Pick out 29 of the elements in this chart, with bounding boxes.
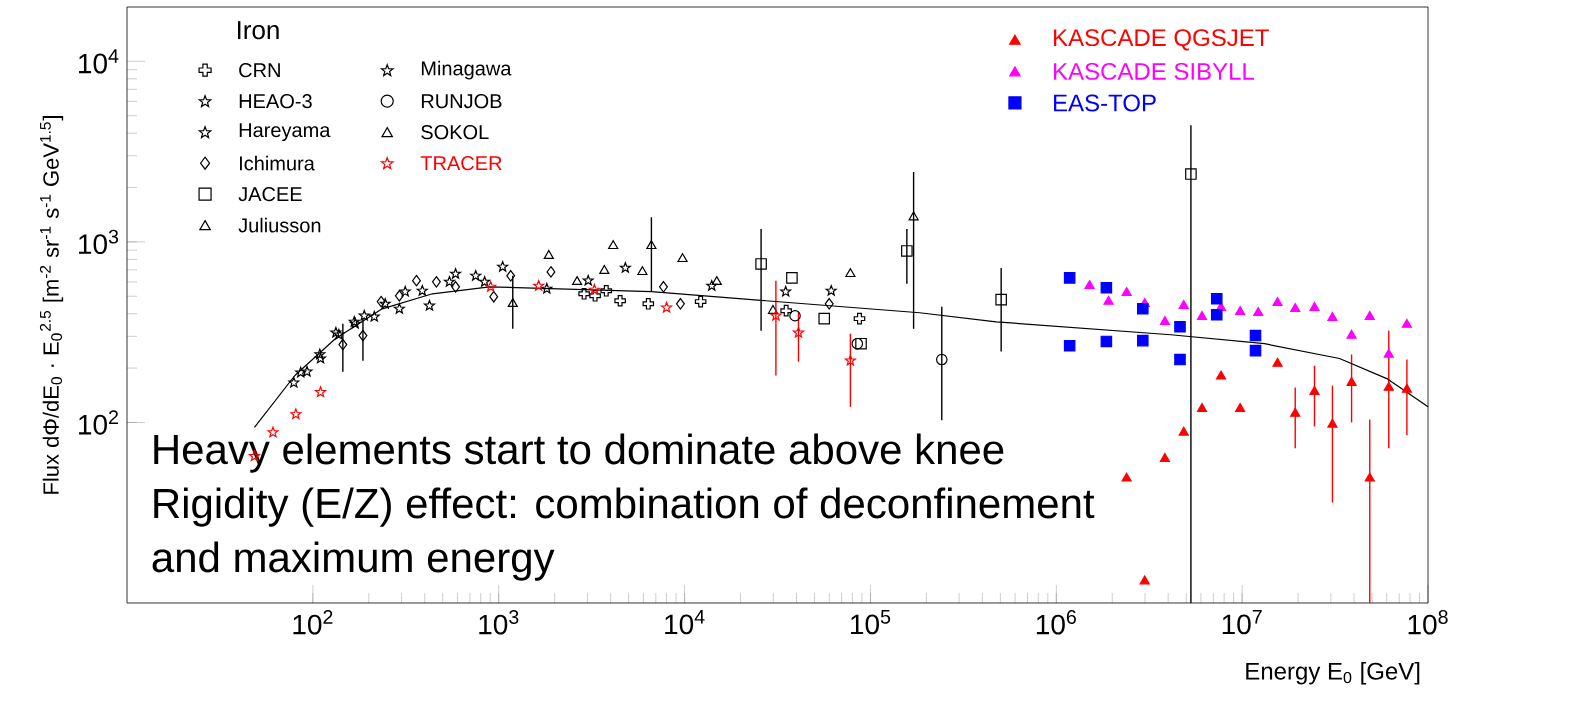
legend-label: Ichimura	[240, 155, 315, 171]
x-tick-label: 10$^{5}$	[851, 610, 891, 635]
y-tick-label: 10$^{3}$	[79, 229, 119, 255]
annotation: and maximum energy	[152, 541, 555, 581]
legend-label: Minagawa	[421, 60, 512, 80]
legend-label: KASCADE SIBYLL	[1054, 62, 1254, 80]
text: Flux dΦ/dE$_{0}$ · E$_{0}$$^{2.5}$ [m$^{-2}$ sr$^{-1}$ s$^{-1}$ GeV$^{1.5}$]	[39, 116, 64, 494]
y-tick-label: 10$^{2}$	[79, 410, 118, 435]
legend-label: TRACER	[420, 156, 502, 171]
x-tick-label: 10$^{8}$	[1408, 610, 1448, 635]
annotation: Rigidity (E/Z) effect: combination of deconfinement	[154, 487, 1095, 527]
legend-label: CRN	[239, 63, 280, 78]
legend-label: Juliusson	[238, 217, 321, 233]
legend-label: SOKOL	[421, 125, 489, 140]
annotation: Heavy elements start to dominate above knee	[154, 433, 1004, 473]
legend-label: HEAO-3	[239, 94, 312, 109]
legend-label: EAS-TOP	[1054, 94, 1156, 112]
x-tick-label: 10$^{7}$	[1222, 610, 1262, 635]
legend-title: Iron	[237, 21, 279, 40]
x-axis-title: Energy E$_{0}$ [GeV]	[1246, 662, 1420, 685]
x-tick-label: 10$^{2}$	[293, 610, 333, 635]
legend-label: KASCADE QGSJET	[1054, 29, 1269, 51]
legend-label: JACEE	[238, 187, 302, 202]
y-tick-label: 10$^{4}$	[79, 49, 119, 74]
x-tick-label: 10$^{6}$	[1036, 610, 1076, 635]
legend-label: RUNJOB	[421, 94, 502, 109]
x-tick-label: 10$^{3}$	[479, 610, 519, 635]
x-tick-label: 10$^{4}$	[665, 610, 705, 635]
legend-label: Hareyama	[239, 123, 331, 142]
